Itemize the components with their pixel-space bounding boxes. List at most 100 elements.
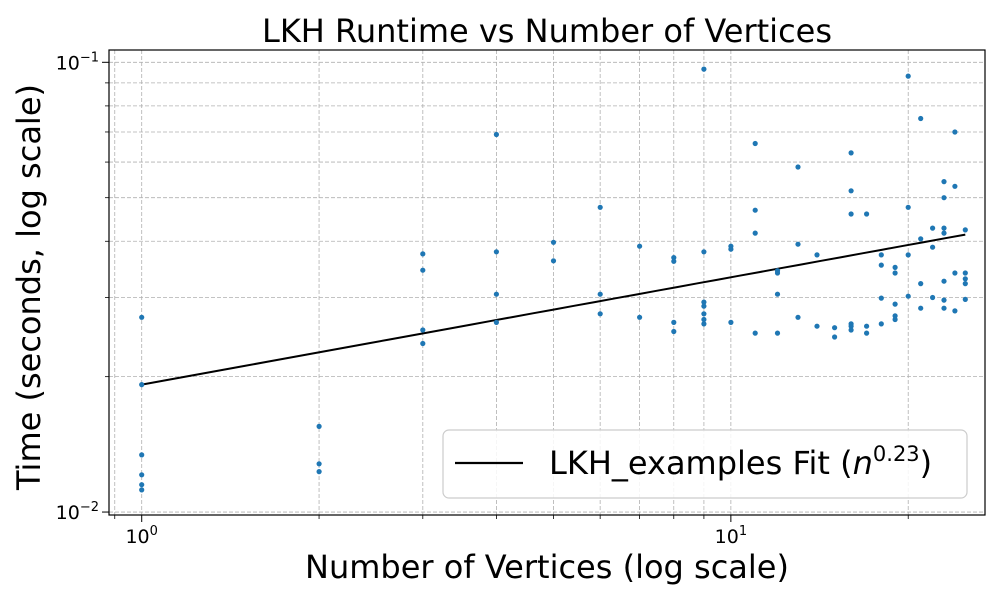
scatter-point bbox=[493, 249, 499, 255]
scatter-point bbox=[962, 270, 968, 276]
scatter-point bbox=[752, 207, 758, 213]
scatter-point bbox=[962, 227, 968, 233]
scatter-point bbox=[952, 129, 958, 135]
y-tick-exponent: −2 bbox=[80, 500, 99, 515]
scatter-point bbox=[752, 140, 758, 147]
scatter-point bbox=[864, 323, 870, 329]
fit-line-layer bbox=[141, 233, 966, 386]
scatter-point bbox=[795, 241, 801, 247]
scatter-point bbox=[864, 211, 870, 217]
chart-title: LKH Runtime vs Number of Vertices bbox=[262, 12, 832, 50]
scatter-point bbox=[597, 204, 603, 210]
scatter-point bbox=[952, 183, 958, 189]
scatter-point bbox=[420, 340, 426, 347]
scatter-point bbox=[918, 305, 924, 311]
scatter-point bbox=[752, 230, 758, 236]
scatter-point bbox=[952, 308, 958, 314]
scatter-point bbox=[139, 452, 145, 458]
scatter-point bbox=[918, 115, 924, 122]
scatter-point bbox=[848, 327, 854, 333]
legend-box bbox=[442, 429, 968, 499]
x-tick-exponent: 1 bbox=[739, 524, 747, 539]
scatter-point bbox=[918, 236, 924, 242]
x-tick-label: 101 bbox=[715, 524, 747, 548]
legend-fit-label: LKH_examples Fit (n0.23) bbox=[549, 442, 932, 482]
x-tick-exponent: 0 bbox=[150, 524, 158, 539]
y-axis-label: Time (seconds, log scale) bbox=[10, 84, 48, 491]
scatter-point bbox=[420, 251, 426, 257]
scatter-point bbox=[952, 270, 958, 276]
legend-fit-exponent: 0.23 bbox=[873, 442, 920, 466]
legend-fit-close: ) bbox=[920, 444, 932, 482]
scatter-point bbox=[878, 262, 884, 268]
scatter-point bbox=[814, 252, 820, 258]
x-tick-label: 100 bbox=[125, 524, 157, 548]
scatter-point bbox=[752, 330, 758, 336]
scatter-point bbox=[316, 423, 322, 429]
legend-fit-math-base: n bbox=[853, 444, 873, 482]
scatter-point bbox=[832, 334, 838, 340]
scatter-point bbox=[962, 281, 968, 287]
scatter-point bbox=[316, 461, 322, 467]
scatter-points bbox=[139, 66, 968, 493]
scatter-point bbox=[550, 239, 557, 245]
scatter-point bbox=[930, 294, 936, 301]
scatter-point bbox=[671, 319, 677, 325]
scatter-point bbox=[493, 131, 499, 138]
y-tick-label: 10−2 bbox=[56, 500, 99, 524]
scatter-point bbox=[420, 267, 426, 273]
scatter-point bbox=[671, 258, 677, 264]
scatter-point bbox=[832, 325, 838, 331]
scatter-point bbox=[139, 382, 145, 388]
scatter-point bbox=[671, 328, 677, 335]
y-tick-base: 10 bbox=[56, 52, 80, 74]
scatter-point bbox=[941, 230, 947, 236]
scatter-point bbox=[139, 314, 145, 320]
scatter-point bbox=[941, 278, 947, 284]
scatter-point bbox=[930, 225, 936, 231]
scatter-point bbox=[892, 316, 898, 323]
scatter-point bbox=[701, 303, 707, 309]
scatter-point bbox=[420, 327, 426, 333]
scatter-point bbox=[774, 291, 781, 297]
scatter-point bbox=[905, 73, 911, 79]
fit-line bbox=[141, 233, 966, 386]
scatter-point bbox=[728, 246, 734, 252]
scatter-point bbox=[493, 319, 499, 325]
scatter-point bbox=[701, 299, 707, 305]
y-tick-exponent: −1 bbox=[80, 50, 99, 65]
scatter-point bbox=[493, 291, 499, 297]
scatter-point bbox=[814, 323, 820, 329]
scatter-point bbox=[878, 252, 884, 258]
scatter-point bbox=[941, 179, 947, 185]
scatter-point bbox=[892, 301, 898, 307]
plot-area-frame bbox=[108, 49, 986, 516]
scatter-point bbox=[701, 311, 707, 317]
scatter-point bbox=[962, 296, 968, 302]
scatter-point bbox=[795, 164, 801, 170]
scatter-point bbox=[941, 195, 947, 201]
scatter-point bbox=[597, 291, 603, 297]
scatter-point bbox=[728, 319, 734, 325]
scatter-point bbox=[701, 66, 707, 72]
scatter-point bbox=[905, 252, 911, 258]
scatter-point bbox=[848, 211, 854, 217]
scatter-point bbox=[848, 188, 854, 194]
y-tick-label: 10−1 bbox=[56, 50, 99, 74]
scatter-point bbox=[139, 482, 145, 488]
legend-fit-text: LKH_examples Fit ( bbox=[549, 444, 853, 482]
scatter-point bbox=[864, 330, 870, 336]
scatter-point bbox=[550, 258, 557, 264]
scatter-point bbox=[637, 314, 643, 320]
scatter-point bbox=[597, 311, 603, 317]
scatter-point bbox=[905, 293, 911, 299]
scatter-point bbox=[848, 150, 854, 156]
scatter-point bbox=[701, 316, 707, 323]
y-tick-base: 10 bbox=[56, 502, 80, 524]
x-tick-base: 10 bbox=[125, 526, 149, 548]
scatter-point bbox=[892, 270, 898, 276]
x-axis-label: Number of Vertices (log scale) bbox=[305, 548, 789, 586]
scatter-point bbox=[941, 297, 947, 303]
